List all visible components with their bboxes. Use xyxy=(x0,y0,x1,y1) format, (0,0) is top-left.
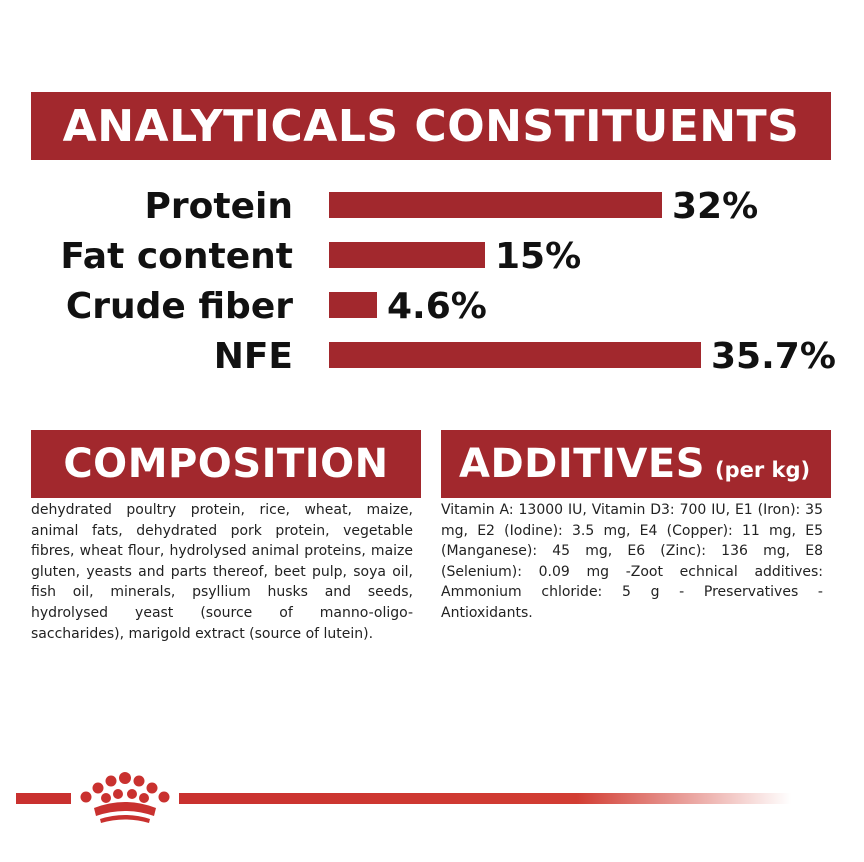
category-label: Protein xyxy=(145,186,293,227)
composition-text: dehydrated poultry protein, rice, wheat,… xyxy=(31,502,413,642)
additives-title: ADDITIVES xyxy=(459,441,706,487)
footer-line-right xyxy=(179,793,791,804)
bar xyxy=(329,292,377,318)
value-label: 35.7% xyxy=(711,336,836,377)
composition-title: COMPOSITION xyxy=(63,441,389,487)
additives-header: ADDITIVES (per kg) xyxy=(441,430,831,498)
value-label: 15% xyxy=(495,236,581,277)
composition-header: COMPOSITION xyxy=(31,430,421,498)
bar xyxy=(329,242,485,268)
page-title: ANALYTICALS CONSTITUENTS xyxy=(62,100,800,152)
crown-icon xyxy=(80,772,170,823)
footer-brand-line xyxy=(16,768,791,828)
bar xyxy=(329,192,662,218)
bar xyxy=(329,342,701,368)
analytical-constituents-header: ANALYTICALS CONSTITUENTS xyxy=(31,92,831,160)
constituents-chart: Protein 32% Fat content 15% Crude fiber 4.6% N… xyxy=(0,180,864,390)
constituents-chart-svg: Protein 32% Fat content 15% Crude fiber 4.6% N… xyxy=(60,186,836,377)
value-label: 4.6% xyxy=(387,286,487,327)
category-label: Fat content xyxy=(60,236,293,277)
footer-line-left xyxy=(16,793,71,804)
category-label: Crude fiber xyxy=(66,286,293,327)
additives-text: Vitamin A: 13000 IU, Vitamin D3: 700 IU,… xyxy=(441,502,823,621)
value-label: 32% xyxy=(672,186,758,227)
category-label: NFE xyxy=(214,336,293,377)
additives-subtitle: (per kg) xyxy=(715,458,811,482)
